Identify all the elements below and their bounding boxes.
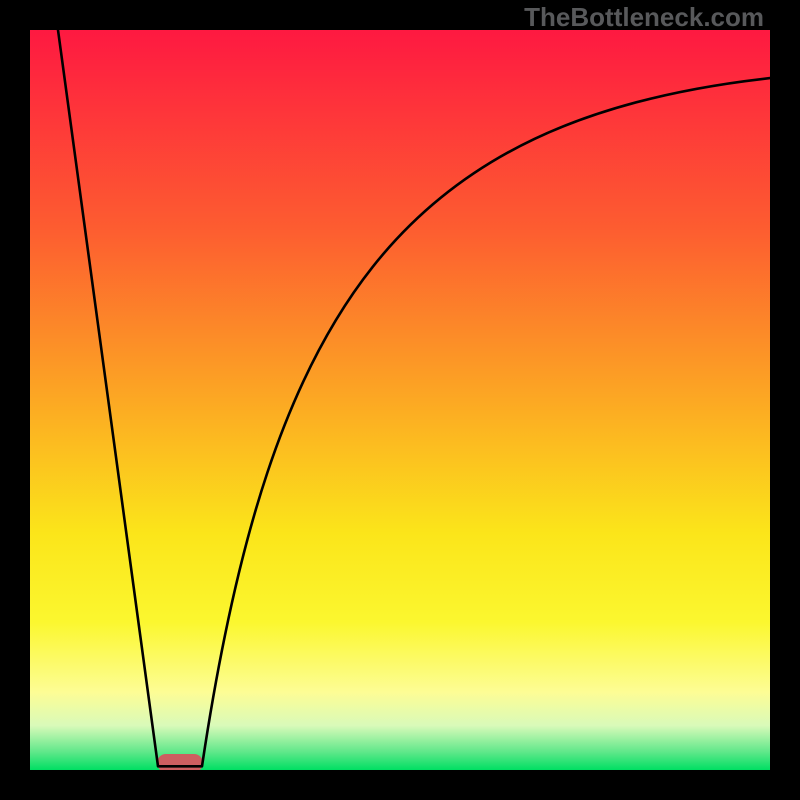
background-gradient [30, 30, 770, 770]
plot-area [30, 30, 770, 770]
chart-frame: TheBottleneck.com [0, 0, 800, 800]
watermark-text: TheBottleneck.com [524, 2, 764, 33]
valley-marker [157, 754, 203, 770]
